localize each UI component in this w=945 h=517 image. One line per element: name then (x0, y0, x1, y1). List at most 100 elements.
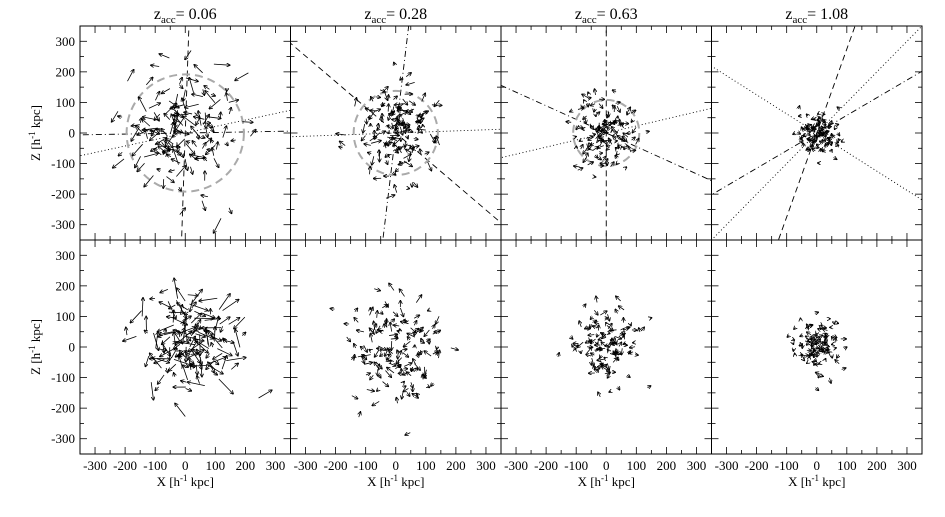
velocity-arrow (622, 137, 624, 140)
velocity-vectors (112, 50, 256, 233)
velocity-arrow (599, 365, 600, 369)
y-tick-label: 0 (69, 126, 76, 141)
x-tick-label: 0 (393, 458, 400, 473)
velocity-arrow (415, 295, 421, 303)
panel-r1-c2 (500, 239, 712, 455)
velocity-arrow (588, 141, 589, 147)
velocity-arrow (172, 159, 181, 164)
panel-title-2: zacc= 0.63 (575, 6, 638, 26)
velocity-arrow (166, 367, 168, 372)
velocity-arrow (381, 349, 382, 351)
velocity-arrow (391, 124, 402, 127)
velocity-arrow (814, 364, 815, 365)
velocity-arrow (355, 98, 357, 107)
velocity-arrow (161, 142, 166, 147)
velocity-arrow (382, 87, 388, 93)
reference-line-2 (181, 26, 190, 240)
velocity-arrow (123, 335, 137, 341)
velocity-arrow (577, 168, 583, 170)
reference-line-3 (777, 26, 856, 240)
velocity-arrow (185, 143, 195, 155)
x-axis-label: X [h-1 kpc] (157, 473, 214, 489)
velocity-arrow (206, 353, 210, 358)
velocity-arrow (155, 92, 159, 101)
velocity-arrow (164, 114, 171, 120)
velocity-arrow (621, 348, 622, 354)
velocity-arrow (613, 136, 616, 139)
velocity-arrow (417, 355, 419, 358)
velocity-arrow (814, 359, 816, 361)
velocity-arrow (792, 339, 794, 340)
velocity-arrow (610, 162, 614, 167)
panel-r0-c2 (500, 25, 712, 241)
velocity-arrow (258, 390, 272, 399)
panel-plot-area (558, 296, 652, 398)
velocity-arrow (384, 324, 385, 328)
velocity-arrow (195, 340, 210, 349)
y-axis-label: Z [h-1 kpc] (27, 319, 43, 375)
panel-plot-area (787, 312, 846, 390)
velocity-arrow (613, 90, 617, 92)
velocity-vectors (787, 312, 846, 390)
velocity-arrow (212, 372, 218, 375)
velocity-arrow (394, 150, 398, 153)
velocity-arrow (821, 119, 823, 120)
x-tick-label: -300 (715, 458, 739, 473)
tick-marks (290, 26, 501, 240)
velocity-arrow (592, 358, 594, 366)
velocity-arrow (171, 114, 176, 126)
title-subscript: acc (582, 14, 597, 26)
velocity-arrow (377, 127, 380, 130)
velocity-arrow (810, 136, 815, 139)
velocity-arrow (606, 323, 607, 324)
velocity-arrow (211, 343, 213, 348)
velocity-arrow (406, 144, 414, 148)
velocity-arrow (393, 96, 397, 99)
velocity-arrow (357, 330, 365, 332)
velocity-arrow (163, 148, 175, 152)
x-tick-label: -100 (564, 458, 588, 473)
velocity-arrow (436, 316, 440, 324)
velocity-arrow (372, 156, 374, 165)
velocity-arrow (169, 170, 175, 172)
x-tick-label: 0 (182, 458, 189, 473)
velocity-arrow (242, 122, 252, 123)
velocity-arrow (131, 126, 140, 141)
velocity-arrow (118, 151, 123, 155)
velocity-arrow (176, 138, 186, 147)
y-tick-label: -100 (51, 156, 75, 171)
velocity-arrow (387, 348, 392, 355)
velocity-arrow (376, 97, 380, 98)
velocity-arrow (400, 162, 402, 165)
y-tick-label: -300 (51, 217, 75, 232)
velocity-arrow (842, 141, 843, 142)
velocity-arrow (824, 125, 826, 126)
velocity-arrow (608, 314, 610, 320)
y-tick-label: -200 (51, 401, 75, 416)
velocity-arrow (590, 338, 596, 343)
velocity-arrow (379, 90, 385, 92)
velocity-arrow (817, 144, 819, 145)
panel-title-3: zacc= 1.08 (785, 6, 848, 26)
x-tick-label: 100 (837, 458, 857, 473)
y-tick-label: 200 (56, 278, 76, 293)
velocity-arrow (209, 331, 214, 339)
velocity-arrow (623, 343, 626, 344)
velocity-arrow (390, 338, 398, 339)
velocity-arrow (174, 126, 176, 134)
velocity-arrow (385, 370, 391, 377)
virial-radius-circle (125, 73, 245, 193)
velocity-arrow (608, 333, 610, 334)
velocity-arrow (815, 147, 819, 148)
velocity-arrow (802, 127, 804, 132)
velocity-arrow (623, 133, 629, 138)
velocity-arrow (390, 323, 392, 332)
velocity-arrow (130, 310, 142, 323)
velocity-arrow (604, 373, 609, 374)
velocity-arrow (624, 148, 625, 150)
velocity-arrow (589, 144, 591, 145)
velocity-arrow (180, 85, 183, 88)
velocity-arrow (606, 147, 609, 150)
y-tick-label: -100 (51, 370, 75, 385)
velocity-arrow (624, 328, 629, 330)
